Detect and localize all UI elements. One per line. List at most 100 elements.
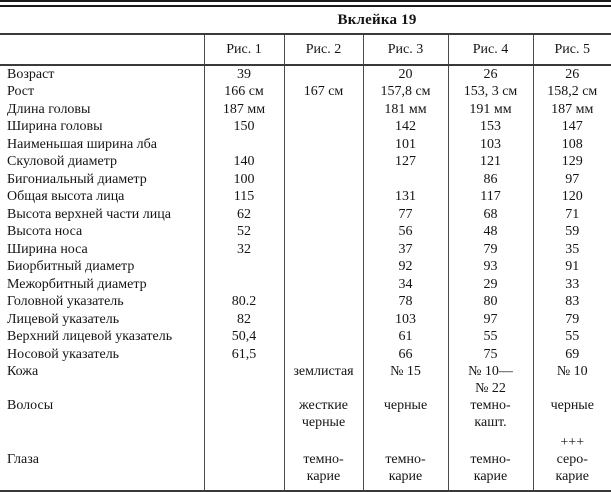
cell: темно- кашт.	[447, 397, 533, 433]
cell: 52	[203, 223, 284, 241]
table-row-eyes: Глаза темно- карие темно- карие темно- кари…	[0, 451, 611, 491]
cell: 56	[362, 223, 448, 241]
cell: 83	[532, 293, 611, 311]
table-row: Бигониальный диаметр 100 86 97	[0, 170, 611, 188]
cell: 61,5	[203, 345, 284, 363]
cell: +++	[532, 433, 611, 451]
cell: 167 см	[283, 83, 363, 101]
row-label: Возраст	[7, 67, 55, 82]
cell	[283, 135, 363, 153]
cell: 33	[532, 275, 611, 293]
cell	[203, 363, 284, 397]
cell	[203, 433, 284, 451]
cell	[283, 223, 363, 241]
page-title: Вклейка 19	[337, 12, 417, 28]
table-row: Скуловой диаметр 140 127 121 129	[0, 153, 611, 171]
column-header-fig4: Рис. 4	[447, 34, 533, 66]
cell: 147	[532, 118, 611, 136]
cell: 153, 3 см	[447, 83, 533, 101]
column-header-fig2: Рис. 2	[283, 34, 363, 66]
table-row: Биорбитный диаметр 92 93 91	[0, 258, 611, 276]
cell	[362, 170, 448, 188]
cell: темно- карие	[447, 451, 533, 491]
cell	[447, 433, 533, 451]
cell: 153	[447, 118, 533, 136]
cell	[283, 118, 363, 136]
column-header-fig5: Рис. 5	[532, 34, 611, 66]
cell: темно- карие	[283, 451, 363, 491]
row-label: Общая высота лица	[7, 189, 125, 205]
cell: черные	[362, 397, 448, 433]
cell: 35	[532, 240, 611, 258]
cell	[203, 451, 284, 491]
cell	[203, 258, 284, 276]
row-label: Ширина головы	[7, 119, 103, 135]
cell: № 10— № 22	[447, 363, 533, 397]
cell: 80.2	[203, 293, 284, 311]
row-label: Носовой указатель	[7, 346, 120, 362]
row-label	[0, 433, 204, 451]
cell: 77	[362, 205, 448, 223]
cell: 20	[362, 65, 448, 83]
cell: 32	[203, 240, 284, 258]
cell	[283, 100, 363, 118]
cell: 50,4	[203, 328, 284, 346]
cell: 103	[362, 310, 448, 328]
cell	[283, 433, 363, 451]
cell: 86	[447, 170, 533, 188]
cell	[283, 65, 363, 83]
cell	[283, 275, 363, 293]
cell: 92	[362, 258, 448, 276]
cell: 127	[362, 153, 448, 171]
cell: 91	[532, 258, 611, 276]
cell: 191 мм	[447, 100, 533, 118]
row-label: Биорбитный диаметр	[7, 259, 135, 275]
cell: № 10	[532, 363, 611, 397]
cell: 97	[447, 310, 533, 328]
row-label: Высота верхней части лица	[7, 206, 171, 222]
cell	[203, 135, 284, 153]
row-label: Рост	[7, 84, 35, 100]
cell: 61	[362, 328, 448, 346]
cell: 80	[447, 293, 533, 311]
cell: 157,8 см	[362, 83, 448, 101]
cell: № 15	[362, 363, 448, 397]
cell: 29	[447, 275, 533, 293]
cell: 79	[532, 310, 611, 328]
row-label: Лицевой указатель	[7, 311, 120, 327]
table-row: Высота носа 52 56 48 59	[0, 223, 611, 241]
double-top-rule	[0, 0, 611, 7]
cell: 78	[362, 293, 448, 311]
cell: 108	[532, 135, 611, 153]
cell: 150	[203, 118, 284, 136]
cell: 97	[532, 170, 611, 188]
cell: землистая	[283, 363, 363, 397]
table-row: Возраст 39 20 26 26	[0, 65, 611, 83]
row-label: Ширина носа	[7, 241, 88, 257]
header-row: Рис. 1 Рис. 2 Рис. 3 Рис. 4 Рис. 5	[0, 34, 611, 66]
cell: 26	[532, 65, 611, 83]
cell: 26	[447, 65, 533, 83]
cell: 82	[203, 310, 284, 328]
row-label: Глаза	[7, 452, 39, 467]
cell: 131	[362, 188, 448, 206]
cell: 117	[447, 188, 533, 206]
cell: серо- карие	[532, 451, 611, 491]
table-row-hair: Волосы жесткие черные черные темно- кашт. че…	[0, 397, 611, 433]
cell: 103	[447, 135, 533, 153]
row-label: Скуловой диаметр	[7, 154, 118, 170]
table-row: Наименьшая ширина лба 101 103 108	[0, 135, 611, 153]
anthropometric-table: Рис. 1 Рис. 2 Рис. 3 Рис. 4 Рис. 5 Возра…	[0, 33, 611, 492]
row-label: Межорбитный диаметр	[7, 276, 147, 292]
cell: 39	[203, 65, 284, 83]
row-label: Бигониальный диаметр	[7, 171, 147, 187]
cell	[362, 433, 448, 451]
cell	[283, 188, 363, 206]
row-label: Волосы	[7, 398, 54, 413]
table-row-plus-marks: +++	[0, 433, 611, 451]
cell: 181 мм	[362, 100, 448, 118]
cell: 71	[532, 205, 611, 223]
cell: 120	[532, 188, 611, 206]
cell	[283, 240, 363, 258]
